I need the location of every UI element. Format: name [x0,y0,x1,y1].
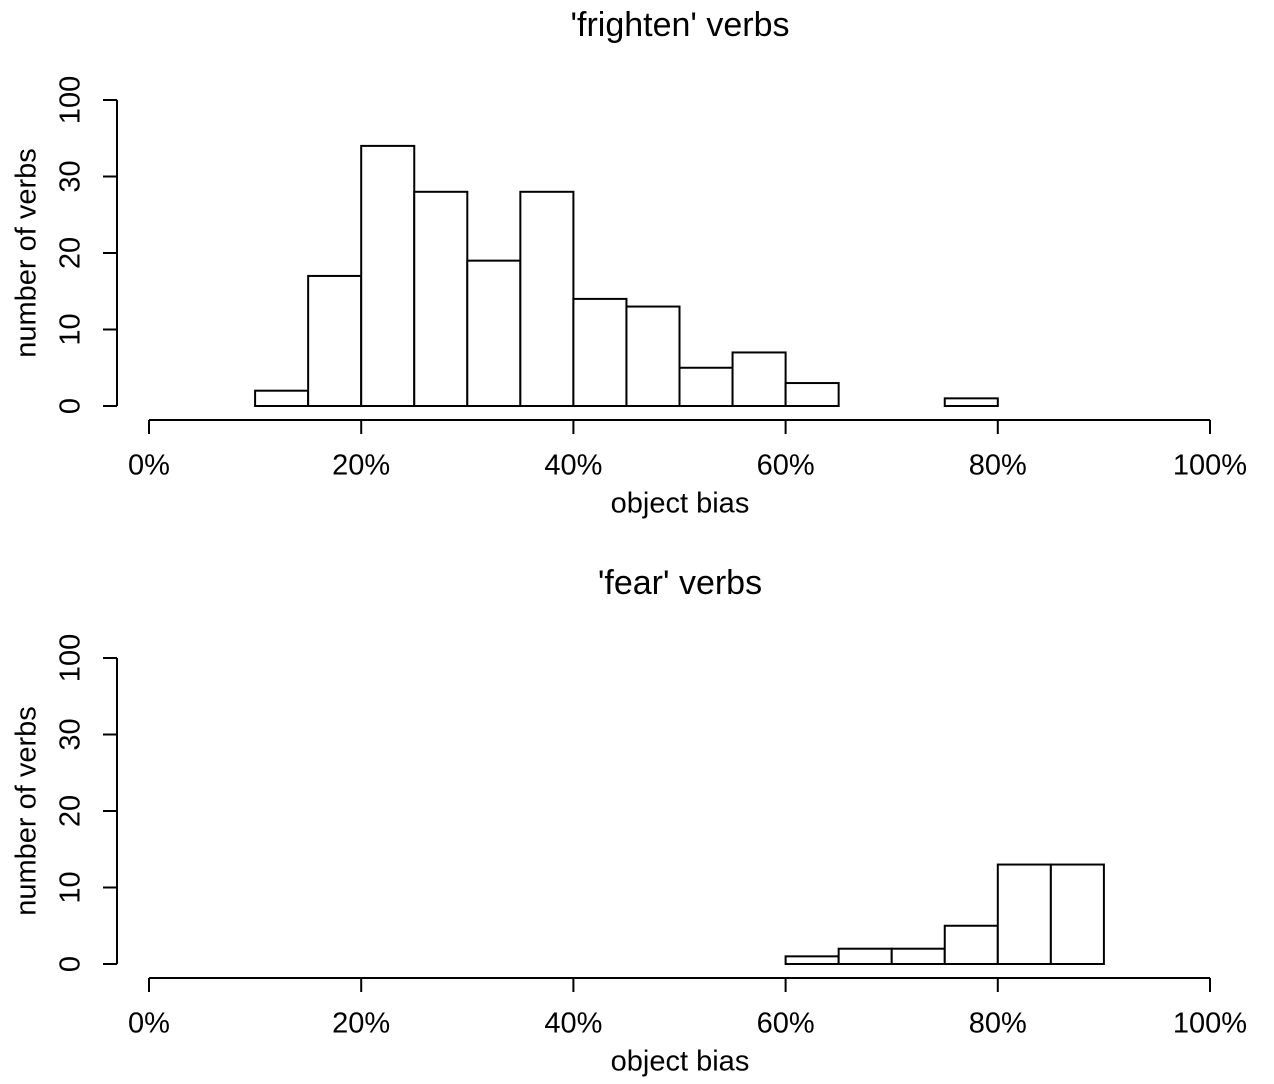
bar [413,190,469,407]
bar [307,274,363,408]
chart-title: 'frighten' verbs [571,6,790,44]
bar [837,947,893,966]
bar [731,351,787,408]
y-tick-label: 20 [55,237,87,269]
bar [254,389,310,408]
x-tick-label: 40% [544,450,602,482]
x-tick-label: 20% [332,1008,390,1040]
bar [996,863,1052,965]
x-tick-label: 20% [332,450,390,482]
bar [943,397,999,408]
chart-title: 'fear' verbs [598,564,762,602]
x-tick-label: 0% [128,450,170,482]
x-tick-label: 100% [1173,450,1247,482]
x-tick-label: 100% [1173,1008,1247,1040]
y-tick-label: 30 [55,160,87,192]
y-tick-label: 0 [55,956,87,972]
bar [519,190,575,407]
y-tick-label: 100 [55,76,87,124]
x-axis-label: object bias [611,488,750,520]
y-tick-label: 20 [55,795,87,827]
bar [784,382,840,407]
x-tick-label: 40% [544,1008,602,1040]
x-tick-label: 0% [128,1008,170,1040]
bar [943,924,999,965]
y-axis-label: number of verbs [11,148,43,358]
x-tick-label: 80% [969,1008,1027,1040]
bar [360,144,416,407]
y-tick-label: 100 [55,634,87,682]
x-axis-label: object bias [611,1046,750,1078]
y-tick-label: 10 [55,871,87,903]
x-tick-label: 60% [757,450,815,482]
bar [625,305,681,407]
y-tick-label: 0 [55,398,87,414]
y-tick-label: 10 [55,313,87,345]
bar [572,297,628,407]
bar [1049,863,1105,965]
y-axis-label: number of verbs [11,706,43,916]
bar [890,947,946,966]
bar [784,955,840,965]
x-tick-label: 80% [969,450,1027,482]
bar [466,259,522,407]
y-tick-label: 30 [55,718,87,750]
bar [678,366,734,407]
x-tick-label: 60% [757,1008,815,1040]
